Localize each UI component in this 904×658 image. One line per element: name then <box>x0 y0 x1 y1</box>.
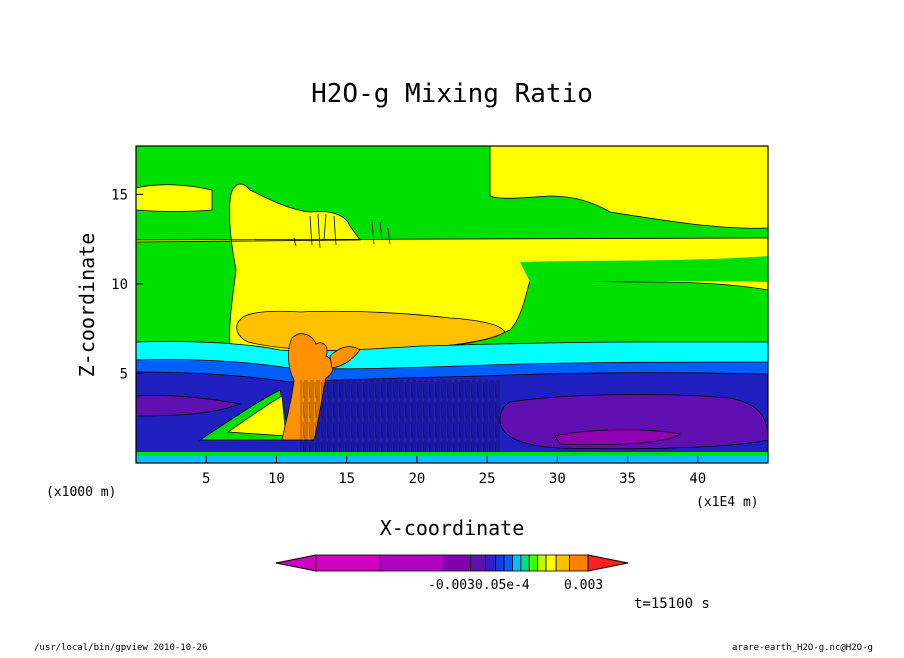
y-tick-label: 10 <box>111 277 128 293</box>
colorbar-segment <box>545 554 557 572</box>
colorbar-label-overlap: -0.0030.05e-4 <box>428 578 530 593</box>
y-axis-units: (x1000 m) <box>46 485 116 500</box>
colorbar-segment <box>315 554 381 572</box>
yellow-patch-upper-right <box>489 146 768 229</box>
x-tick-label: 35 <box>619 471 636 487</box>
colorbar-segment <box>470 554 486 572</box>
colorbar-segment <box>520 554 530 572</box>
upper-turbulence-edge <box>293 213 391 249</box>
colorbar-segment <box>512 554 522 572</box>
footer-left: /usr/local/bin/gpview 2010-10-26 <box>34 643 207 653</box>
colorbar-min-triangle <box>275 554 317 572</box>
colorbar-label-max: 0.003 <box>564 578 603 593</box>
green-gap-right <box>520 256 768 282</box>
plot-frame <box>135 145 769 464</box>
x-axis-label: X-coordinate <box>380 516 525 540</box>
yellow-patch-upper-left <box>136 184 213 212</box>
colorbar-segment <box>443 554 471 572</box>
colorbar-segment <box>555 554 570 572</box>
y-axis-ticks: 5 10 15 <box>111 187 143 382</box>
colorbar-segment <box>379 554 445 572</box>
colorbar-segment <box>485 554 497 572</box>
x-axis-units: (x1E4 m) <box>696 495 759 510</box>
orange-plume <box>329 346 361 369</box>
x-tick-label: 10 <box>268 471 285 487</box>
chart-title: H2O-g Mixing Ratio <box>311 79 593 109</box>
colorbar <box>275 554 629 572</box>
colorbar-max-triangle <box>587 554 629 572</box>
x-tick-label: 5 <box>202 471 210 487</box>
footer-right: arare-earth_H2O-g.nc@H2O-g <box>732 643 873 653</box>
colorbar-segment <box>569 554 589 572</box>
x-tick-label: 40 <box>689 471 706 487</box>
x-axis-ticks: 5 10 15 20 25 30 35 40 <box>202 456 706 487</box>
deep-purple-core <box>554 429 681 446</box>
x-tick-label: 30 <box>549 471 566 487</box>
surface-band-cyan <box>136 456 768 463</box>
y-tick-label: 15 <box>111 187 128 203</box>
colorbar-segment <box>495 554 505 572</box>
time-label: t=15100 s <box>634 596 710 612</box>
x-tick-label: 15 <box>338 471 355 487</box>
y-tick-label: 5 <box>120 366 128 382</box>
purple-band-left <box>136 395 242 417</box>
y-axis-label: Z-coordinate <box>75 233 99 378</box>
x-tick-label: 25 <box>479 471 496 487</box>
colorbar-segment <box>528 554 539 572</box>
turbulence-hatching <box>300 380 500 463</box>
colorbar-segment <box>537 554 547 572</box>
green-gap <box>136 250 230 268</box>
plot-area <box>136 146 768 463</box>
x-tick-label: 20 <box>408 471 425 487</box>
colorbar-segment <box>503 554 513 572</box>
yellow-left-wedge <box>226 395 287 437</box>
